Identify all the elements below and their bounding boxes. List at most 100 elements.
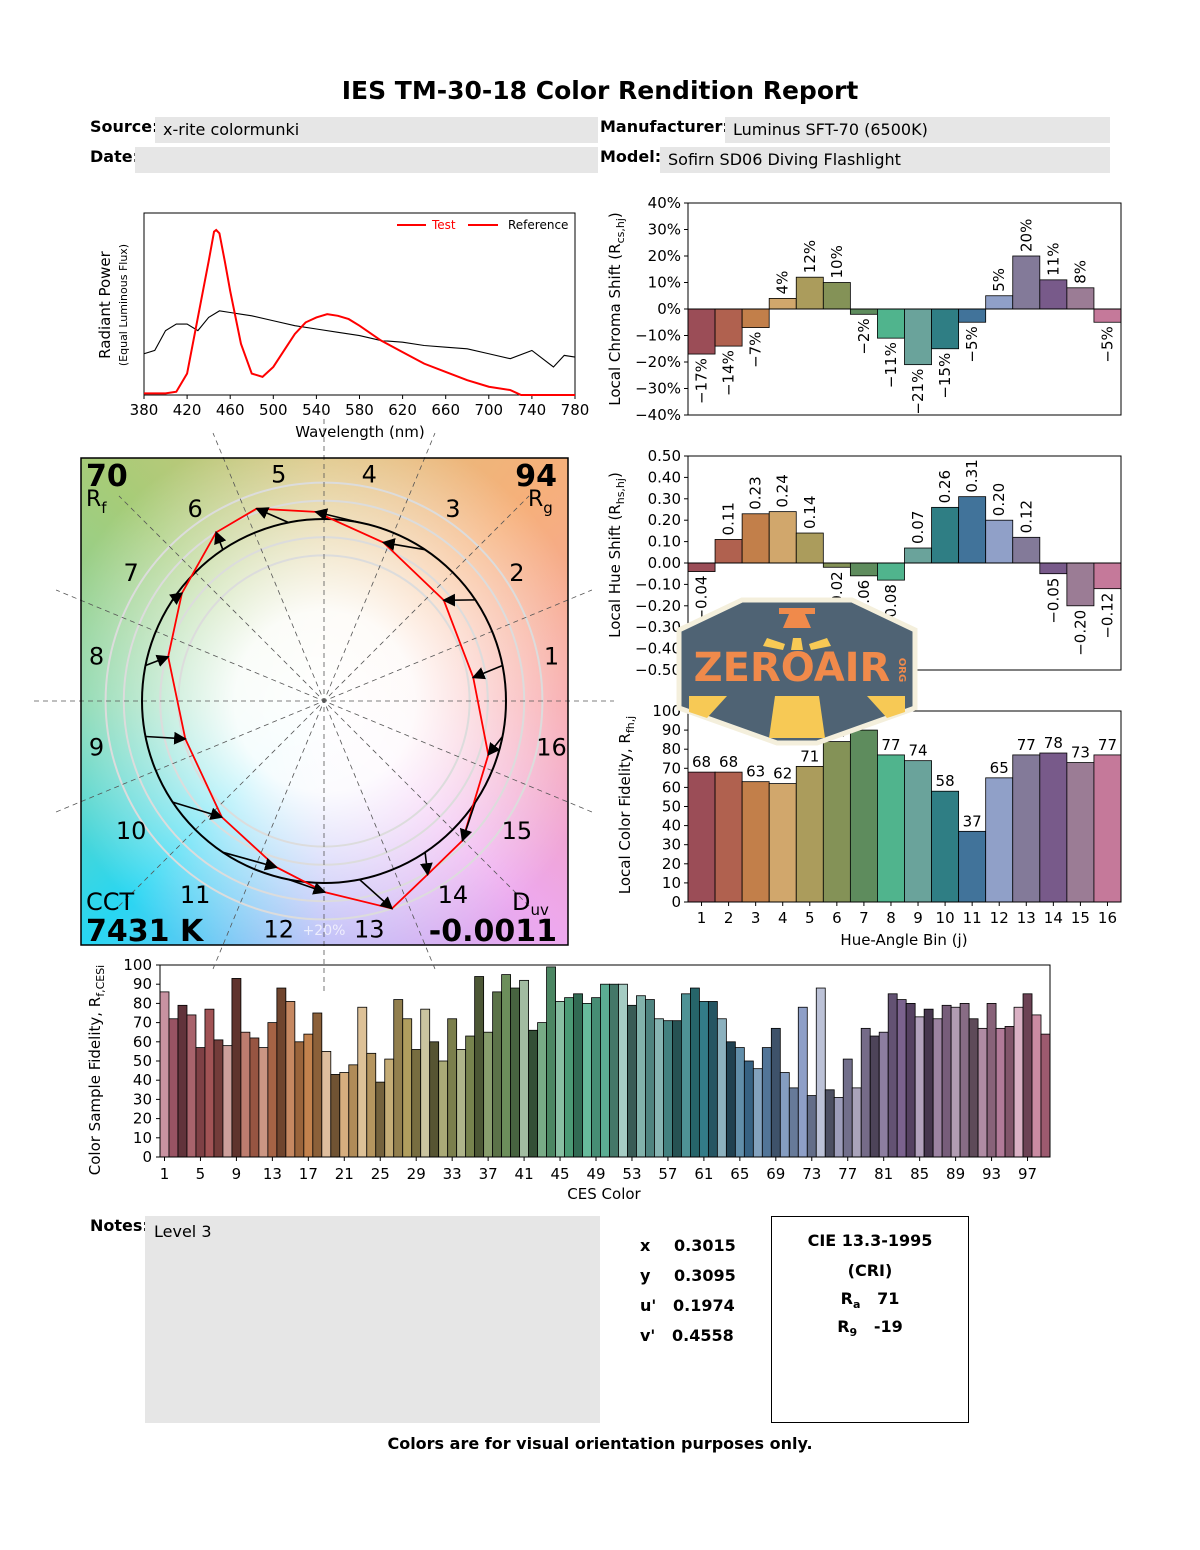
ces-xtick-label: 93 [982, 1165, 1001, 1183]
ces-bar-17 [303, 1033, 314, 1158]
hue-ytick-label: 0.40 [648, 468, 681, 486]
hue-ytick-label: −0.10 [635, 575, 681, 593]
r9-label: R [837, 1317, 850, 1337]
ces-bar-23 [357, 1006, 368, 1158]
fidelity-value-label: 74 [908, 742, 927, 760]
chroma-ylabel: Local Chroma Shift (Rcs,hj) [606, 212, 627, 406]
fidelity-ytick-label: 70 [662, 759, 681, 777]
ces-bar-25 [375, 1081, 386, 1158]
fidelity-value-label: 78 [1044, 734, 1063, 752]
fidelity-ytick-label: 60 [662, 778, 681, 796]
ces-ytick-label: 70 [133, 1014, 152, 1032]
ces-bar-31 [429, 1041, 440, 1158]
legend-reference-label: Reference [508, 218, 568, 232]
ces-ytick-label: 80 [133, 994, 152, 1012]
logo-stripe-left [689, 696, 727, 718]
rf-value: 70 [86, 459, 128, 494]
ces-bar-35 [465, 1035, 476, 1158]
chroma-bar-11 [958, 308, 987, 323]
ces-bar-12 [258, 1047, 269, 1158]
chroma-value-label: −14% [720, 350, 738, 396]
bin-label: 6 [187, 495, 202, 523]
duv-label-main: D [512, 888, 530, 916]
shift-arrow-bin-3 [381, 538, 426, 551]
ces-bar-85 [914, 1016, 925, 1158]
source-label: Source: [90, 117, 159, 136]
bin-label: 11 [180, 881, 211, 909]
hue-value-label: 0.20 [990, 483, 1008, 516]
spd-xtick-label: 500 [259, 401, 288, 419]
chroma-value-label: −5% [963, 326, 981, 362]
ces-bar-51 [609, 983, 619, 1158]
hue-value-label: −0.04 [693, 576, 711, 622]
rf-label-main: R [86, 487, 101, 512]
ces-xtick-label: 13 [263, 1165, 282, 1183]
hue-value-label: 0.11 [720, 502, 738, 535]
ces-ylabel-sub: f,CESi [94, 965, 107, 997]
hue-ylabel-sub: hs,hj [614, 478, 627, 504]
chroma-ytick-label: −10% [635, 327, 681, 345]
ra-label: R [840, 1289, 853, 1308]
hue-ytick-label: 0.50 [648, 447, 681, 465]
fidelity-ytick-label: 80 [662, 740, 681, 758]
ces-xtick-label: 9 [232, 1165, 242, 1183]
fidelity-value-label: 58 [936, 772, 955, 790]
ces-xtick-label: 17 [299, 1165, 318, 1183]
ces-xtick-label: 81 [874, 1165, 893, 1183]
fidelity-xlabel: Hue-Angle Bin (j) [840, 931, 967, 949]
shift-arrow-bin-13 [358, 878, 394, 910]
chroma-bar-13 [1012, 255, 1041, 310]
chroma-value-label: 11% [1044, 243, 1062, 276]
fidelity-value-label: 63 [746, 763, 765, 781]
vector-frame [80, 457, 569, 946]
chroma-value-label: −21% [909, 369, 927, 415]
fidelity-value-label: 77 [1017, 736, 1036, 754]
ces-xtick-label: 21 [335, 1165, 354, 1183]
ces-bar-55 [645, 999, 655, 1158]
bin-label: 5 [271, 460, 286, 488]
spd-xtick-label: 460 [216, 401, 245, 419]
fidelity-ytick-label: 50 [662, 798, 681, 816]
logo-ray [763, 638, 785, 650]
ces-bar-52 [618, 983, 628, 1158]
date-field[interactable] [135, 147, 598, 173]
source-field[interactable]: x-rite colormunki [155, 117, 598, 143]
rg-label: Rg [528, 487, 553, 517]
ces-xtick-label: 57 [658, 1165, 677, 1183]
fidelity-xtick-label: 9 [913, 909, 923, 927]
shift-arrow-bin-4 [314, 508, 360, 524]
bin-label: 10 [116, 817, 147, 845]
scale-label: +20% [303, 923, 346, 939]
hue-bar-16 [1093, 562, 1122, 590]
fidelity-bar-2 [714, 771, 743, 903]
ces-bar-94 [995, 1027, 1006, 1158]
chroma-ytick-label: −20% [635, 353, 681, 371]
chroma-ylabel-main: Local Chroma Shift (R [606, 243, 624, 405]
hue-ytick-label: 0.30 [648, 490, 681, 508]
ces-ylabel: Color Sample Fidelity, Rf,CESi [86, 965, 107, 1176]
hue-ytick-label: 0.20 [648, 511, 681, 529]
model-field[interactable]: Sofirn SD06 Diving Flashlight [660, 147, 1110, 173]
spd-xtick-label: 700 [474, 401, 503, 419]
ces-bar-48 [582, 1003, 592, 1158]
ces-bar-92 [977, 1027, 988, 1158]
ces-xtick-label: 49 [586, 1165, 605, 1183]
hue-ytick-label: −0.30 [635, 618, 681, 636]
fidelity-ytick-label: 100 [652, 702, 681, 720]
fidelity-value-label: 62 [773, 765, 792, 783]
fidelity-bar-9 [904, 760, 932, 903]
ces-bar-79 [860, 1027, 871, 1158]
ces-ytick-label: 90 [133, 975, 152, 993]
ces-bar-64 [725, 1041, 736, 1158]
chroma-value-label: 12% [801, 240, 819, 273]
shift-arrow-bin-7 [169, 592, 184, 605]
ces-xtick-label: 45 [551, 1165, 570, 1183]
cri-title: CIE 13.3-1995 [807, 1231, 933, 1250]
footer-note: Colors are for visual orientation purpos… [387, 1434, 813, 1453]
ces-bar-91 [968, 1018, 979, 1158]
ces-xtick-label: 65 [730, 1165, 749, 1183]
ces-bar-22 [348, 1064, 359, 1158]
fidelity-value-label: 77 [1098, 736, 1117, 754]
manufacturer-field[interactable]: Luminus SFT-70 (6500K) [725, 117, 1110, 143]
notes-field[interactable]: Level 3 [145, 1216, 600, 1423]
